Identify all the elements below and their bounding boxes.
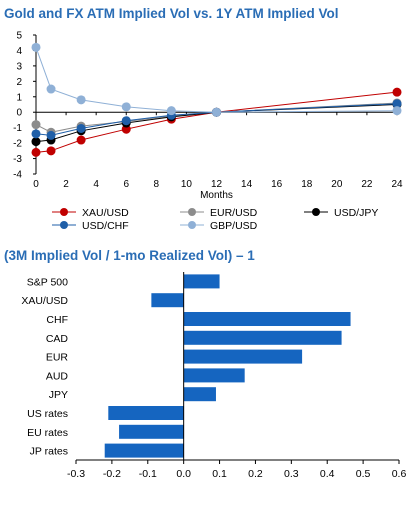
data-point-eur-usd (31, 120, 41, 130)
x-tick-label: 0 (33, 179, 39, 190)
bar (183, 312, 351, 326)
legend-marker-eur-usd (188, 208, 196, 216)
x-axis-label: Months (200, 190, 233, 201)
legend-marker-xau-usd (60, 208, 68, 216)
category-label: JPY (49, 389, 68, 401)
x-tick-label: 0.2 (248, 468, 263, 480)
x-tick-label: 0.6 (392, 468, 407, 480)
x-tick-label: 8 (154, 179, 160, 190)
data-point-usd-jpy (31, 137, 41, 147)
x-tick-label: 14 (241, 179, 253, 190)
data-point-xau-usd (121, 124, 131, 134)
category-label: EU rates (27, 427, 68, 439)
legend-marker-usd-jpy (312, 208, 320, 216)
x-tick-label: 12 (211, 179, 223, 190)
data-point-gbp-usd (76, 95, 86, 105)
legend-label-eur-usd: EUR/USD (210, 207, 258, 219)
x-tick-label: 0.5 (356, 468, 371, 480)
legend-marker-gbp-usd (188, 221, 196, 229)
x-tick-label: 0.0 (176, 468, 191, 480)
y-tick-label: 3 (16, 61, 22, 72)
series-line-eur-usd (35, 102, 398, 133)
category-label: S&P 500 (27, 276, 68, 288)
line-chart-title: Gold and FX ATM Implied Vol vs. 1Y ATM I… (4, 6, 339, 21)
y-tick-label: -1 (13, 123, 22, 134)
data-point-xau-usd (46, 146, 56, 156)
x-tick-label: 18 (301, 179, 313, 190)
y-tick-label: 2 (16, 77, 22, 88)
y-tick-label: 4 (16, 46, 22, 57)
data-point-gbp-usd (31, 42, 41, 52)
category-label: US rates (27, 408, 68, 420)
legend-label-gbp-usd: GBP/USD (210, 220, 258, 232)
bar (183, 387, 216, 402)
bar (151, 293, 184, 308)
legend-marker-usd-chf (60, 221, 68, 229)
x-tick-label: -0.2 (103, 468, 121, 480)
data-point-usd-chf (76, 123, 86, 133)
x-tick-label: 0.4 (320, 468, 335, 480)
y-tick-label: -3 (13, 154, 22, 165)
x-tick-label: 4 (93, 179, 99, 190)
series-line-gbp-usd (35, 47, 398, 113)
legend-label-xau-usd: XAU/USD (82, 207, 129, 219)
data-point-gbp-usd (212, 107, 221, 117)
legend-label-usd-jpy: USD/JPY (334, 207, 378, 219)
legend-label-usd-chf: USD/CHF (82, 220, 129, 232)
y-tick-label: 0 (16, 108, 22, 119)
data-point-usd-chf (46, 130, 56, 140)
x-tick-label: 20 (331, 179, 343, 190)
x-tick-label: 24 (391, 179, 403, 190)
category-label: CAD (46, 333, 69, 345)
x-tick-label: 10 (181, 179, 193, 190)
bar (183, 274, 220, 289)
x-tick-label: -0.3 (67, 468, 85, 480)
bar (183, 330, 342, 345)
y-tick-label: 1 (16, 92, 22, 103)
data-point-gbp-usd (46, 84, 56, 94)
bar (104, 443, 184, 458)
x-tick-label: -0.1 (139, 468, 157, 480)
data-point-xau-usd (31, 147, 41, 157)
bar (119, 424, 184, 439)
category-label: XAU/USD (21, 295, 68, 307)
y-tick-label: 5 (16, 31, 22, 42)
category-label: EUR (46, 352, 69, 364)
category-label: CHF (46, 314, 68, 326)
category-label: AUD (46, 370, 69, 382)
data-point-usd-chf (392, 99, 402, 109)
y-tick-label: -2 (13, 139, 22, 150)
category-label: JP rates (30, 446, 68, 458)
bar (108, 406, 184, 420)
data-point-gbp-usd (392, 106, 402, 116)
x-tick-label: 6 (123, 179, 129, 190)
y-tick-label: -4 (13, 170, 22, 181)
bar-chart-title: (3M Implied Vol / 1-mo Realized Vol) – 1 (4, 248, 255, 263)
data-point-usd-chf (121, 116, 131, 126)
x-tick-label: 16 (271, 179, 283, 190)
data-point-gbp-usd (166, 106, 176, 116)
data-point-gbp-usd (121, 102, 131, 112)
x-tick-label: 22 (361, 179, 373, 190)
bar (183, 349, 303, 364)
x-tick-label: 2 (63, 179, 69, 190)
data-point-xau-usd (76, 135, 86, 145)
bar (183, 368, 245, 383)
x-tick-label: 0.1 (212, 468, 227, 480)
x-tick-label: 0.3 (284, 468, 299, 480)
data-point-xau-usd (392, 87, 402, 97)
data-point-usd-chf (31, 129, 41, 139)
bar-chart: S&P 500 XAU/USD CHF CAD EUR AUD JPY US rates EU … (21, 272, 407, 480)
